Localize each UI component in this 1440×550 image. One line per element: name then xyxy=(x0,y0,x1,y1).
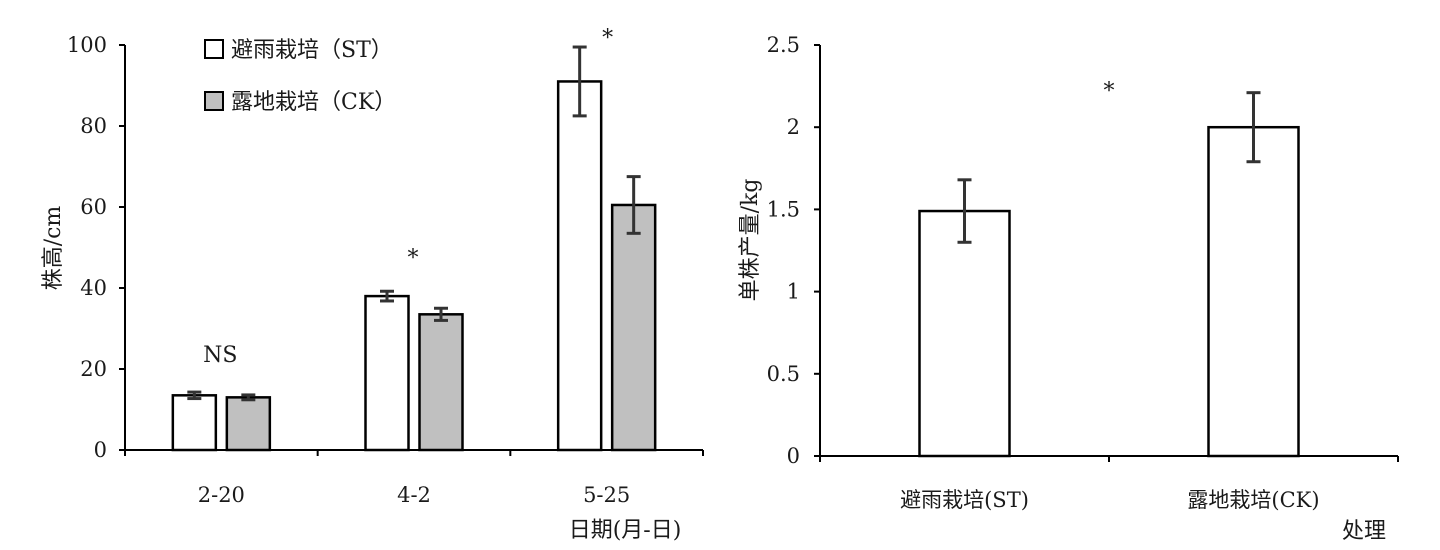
chart1-legend: 避雨栽培（ST） 露地栽培（CK） xyxy=(204,38,396,115)
chart1-significance-label: NS xyxy=(203,343,237,368)
plant-height-chart: 0 20 40 60 80 100 NS * * 2-20 4-2 5-25 株高/cm 日期(月… xyxy=(41,26,704,543)
legend-label-ck: 露地栽培（CK） xyxy=(231,90,396,115)
chart2-bar xyxy=(918,209,1011,458)
chart2-y-axis-label: 单株产量/kg xyxy=(738,179,763,302)
chart1-y-tick-label: 20 xyxy=(80,357,107,381)
chart2-bar xyxy=(1207,125,1300,458)
chart1-y-tick-label: 40 xyxy=(80,276,107,300)
legend-label-st: 避雨栽培（ST） xyxy=(231,38,393,63)
chart1-bar xyxy=(556,80,603,452)
chart1-bar xyxy=(225,396,272,452)
chart1-y-tick-label: 100 xyxy=(67,33,107,57)
chart1-significance-label: * xyxy=(408,246,419,271)
chart1-bar xyxy=(364,294,410,452)
chart2-x-axis-label: 处理 xyxy=(1342,519,1386,544)
chart2-significance-label: * xyxy=(1104,79,1115,104)
chart2-y-tick-label: 1.5 xyxy=(767,197,800,221)
chart2-y-tick-label: 0.5 xyxy=(767,362,800,386)
legend-swatch-ck xyxy=(204,91,224,111)
chart1-x-axis-label: 日期(月-日) xyxy=(569,518,682,543)
chart1-bar xyxy=(610,203,657,452)
chart1-x-tick-label: 2-20 xyxy=(198,483,245,507)
chart1-bar xyxy=(171,394,218,452)
chart2-y-tick-label: 0 xyxy=(787,444,800,468)
chart1-y-tick-label: 0 xyxy=(94,438,107,462)
chart1-y-tick-label: 80 xyxy=(80,114,107,138)
chart1-x-tick-label: 4-2 xyxy=(397,483,431,507)
chart2-x-tick-label: 露地栽培(CK) xyxy=(1187,488,1319,512)
chart2-y-tick-label: 1 xyxy=(787,280,800,304)
legend-swatch-st xyxy=(204,39,224,59)
chart1-significance-label: * xyxy=(602,26,613,51)
chart1-y-tick-label: 60 xyxy=(80,195,107,219)
chart2-y-tick-label: 2.5 xyxy=(767,33,800,57)
chart2-x-tick-label: 避雨栽培(ST) xyxy=(900,488,1029,512)
chart1-y-axis-label: 株高/cm xyxy=(41,206,66,291)
chart1-x-tick-label: 5-25 xyxy=(583,483,630,507)
chart1-bar xyxy=(418,313,464,452)
chart2-y-tick-label: 2 xyxy=(787,115,800,139)
yield-chart: 00.511.522.5 * 避雨栽培(ST) 露地栽培(CK) 单株产量/kg … xyxy=(738,33,1399,544)
